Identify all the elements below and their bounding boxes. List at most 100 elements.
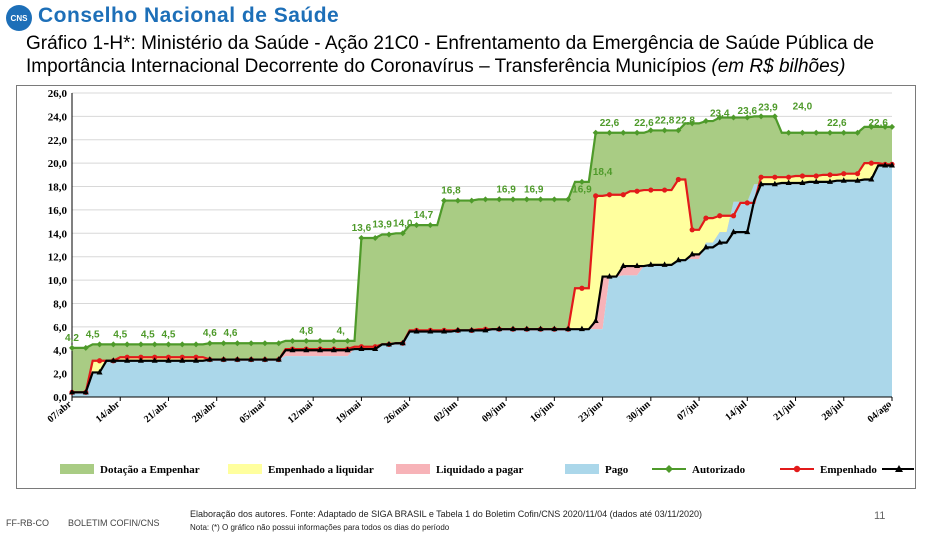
point-autorizado	[565, 196, 572, 203]
point-empenhado	[152, 354, 158, 360]
point-liquidado	[468, 326, 475, 333]
point-empenhado	[689, 227, 695, 233]
x-tick-label: 28/abr	[190, 399, 219, 426]
point-liquidado	[399, 339, 406, 346]
point-autorizado	[551, 196, 558, 203]
point-liquidado	[441, 328, 448, 334]
point-autorizado	[303, 337, 310, 344]
data-label: 4,5	[86, 329, 100, 340]
data-label: 4,5	[162, 329, 176, 340]
data-label: 4,2	[65, 333, 79, 344]
point-empenhado	[193, 354, 199, 360]
point-empenhado	[634, 188, 640, 194]
data-label: 23,6	[738, 106, 758, 117]
point-empenhado	[744, 200, 750, 206]
data-label: 22,8	[676, 115, 696, 126]
x-tick-label: 14/jul	[723, 399, 749, 423]
data-label: 18,4	[593, 167, 613, 178]
x-tick-label: 23/jun	[577, 399, 605, 425]
data-label: 22,6	[827, 118, 847, 129]
point-liquidado	[234, 356, 241, 362]
point-autorizado	[206, 340, 213, 347]
point-autorizado	[634, 129, 641, 136]
point-empenhado	[620, 192, 626, 198]
x-tick-label: 28/jul	[820, 399, 846, 423]
org-name: Conselho Nacional de Saúde	[38, 4, 340, 27]
point-autorizado	[385, 231, 392, 238]
point-autorizado	[69, 344, 75, 351]
point-autorizado	[151, 341, 158, 348]
x-tick-label: 14/abr	[94, 399, 123, 426]
point-liquidado	[868, 176, 875, 182]
data-label: 14,7	[414, 210, 434, 221]
point-autorizado	[799, 129, 806, 136]
point-autorizado	[482, 196, 489, 203]
point-liquidado	[82, 388, 89, 395]
point-empenhado	[854, 171, 861, 177]
point-empenhado	[138, 354, 144, 360]
data-label: 22,6	[600, 118, 620, 129]
point-autorizado	[578, 178, 585, 185]
chart-title: Gráfico 1-H*: Ministério da Saúde - Ação…	[26, 32, 874, 78]
legend-marker	[665, 465, 673, 473]
data-label: 4,6	[203, 328, 217, 339]
point-autorizado	[523, 196, 530, 203]
point-liquidado	[261, 356, 268, 362]
point-empenhado	[827, 172, 833, 178]
data-label: 13,9	[372, 219, 392, 230]
point-liquidado	[537, 325, 544, 332]
legend-label: Empenhado a liquidar	[268, 464, 374, 476]
point-empenhado	[841, 171, 847, 177]
point-liquidado	[482, 326, 489, 333]
y-tick-label: 6,0	[53, 322, 67, 334]
point-autorizado	[330, 337, 337, 344]
data-label: 4,5	[141, 329, 155, 340]
legend-label: Empenhado	[820, 464, 877, 476]
point-empenhado	[868, 160, 874, 166]
data-label: 4,6	[224, 328, 238, 339]
point-liquidado	[744, 228, 751, 235]
point-autorizado	[179, 341, 186, 348]
point-autorizado	[661, 127, 668, 134]
point-liquidado	[69, 388, 75, 395]
point-liquidado	[317, 346, 324, 353]
point-liquidado	[248, 356, 255, 362]
x-tick-label: 19/mai	[334, 399, 363, 426]
point-liquidado	[565, 325, 572, 332]
point-liquidado	[110, 357, 117, 363]
area-empenhado-a-liquidar	[72, 163, 892, 393]
y-tick-label: 16,0	[48, 205, 68, 217]
y-tick-label: 4,0	[53, 345, 67, 357]
point-autorizado	[220, 340, 227, 347]
point-liquidado	[193, 357, 200, 363]
y-tick-label: 0,0	[53, 392, 67, 404]
point-autorizado	[854, 129, 861, 136]
point-liquidado	[620, 262, 627, 269]
point-autorizado	[785, 129, 792, 136]
area-pago	[72, 165, 892, 397]
point-autorizado	[744, 114, 751, 121]
point-autorizado	[889, 123, 895, 130]
point-empenhado	[772, 174, 778, 180]
point-liquidado	[799, 179, 806, 186]
point-liquidado	[344, 346, 351, 353]
point-liquidado	[716, 239, 723, 245]
point-empenhado	[179, 354, 185, 360]
point-autorizado	[647, 127, 654, 134]
point-autorizado	[399, 230, 406, 237]
point-autorizado	[137, 341, 144, 348]
point-empenhado	[606, 192, 613, 198]
x-tick-label: 09/jun	[480, 399, 508, 425]
cns-logo: CNS	[6, 5, 32, 31]
point-autorizado	[193, 341, 200, 348]
point-liquidado	[606, 273, 613, 279]
y-tick-label: 18,0	[48, 182, 68, 194]
point-liquidado	[882, 161, 889, 168]
chart: 0,0 2,0 4,0 6,0 8,0 10,0 12,0 14,0 16,0 18,0 20,0 2…	[46, 88, 914, 476]
point-autorizado	[606, 129, 613, 136]
chart-title-unit: (em R$ bilhões)	[711, 56, 846, 77]
legend-marker	[793, 465, 801, 473]
y-tick-label: 20,0	[48, 158, 68, 170]
point-liquidado	[523, 325, 530, 332]
point-empenhado	[579, 285, 585, 291]
